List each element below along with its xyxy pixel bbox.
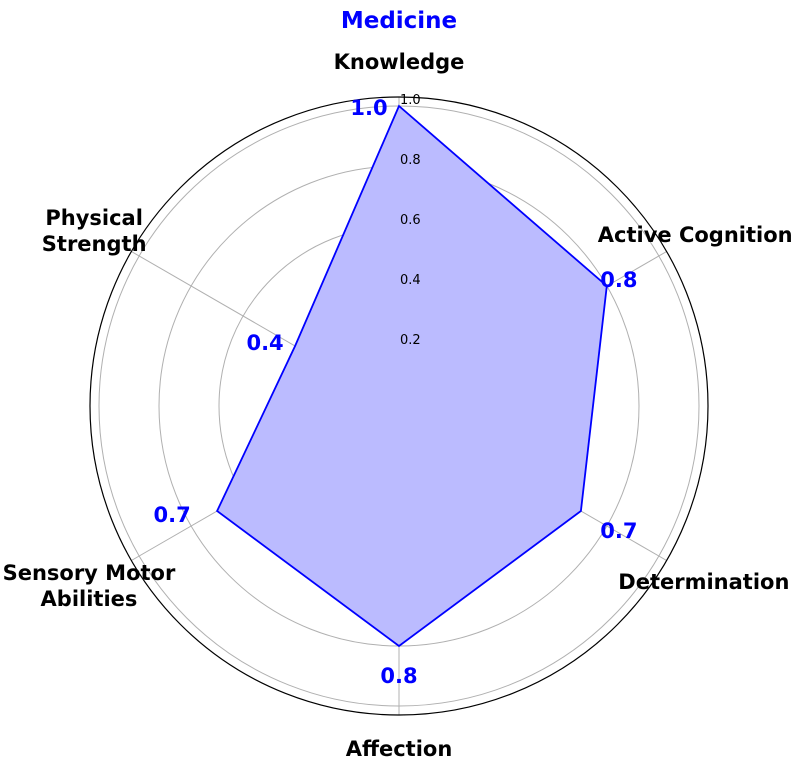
labels: 0.2 0.4 0.6 0.8 1.0 Knowledge Active Cognition… — [3, 50, 793, 761]
chart-title: Medicine — [341, 8, 457, 34]
value-label: 0.8 — [380, 664, 417, 688]
radial-tick-label: 0.2 — [400, 333, 421, 348]
radial-tick-label: 0.8 — [400, 153, 421, 168]
series-fill — [217, 106, 607, 646]
radial-tick-label: 0.6 — [400, 213, 421, 228]
value-label: 0.7 — [600, 519, 637, 543]
value-label: 1.0 — [350, 96, 387, 120]
polar-frame — [89, 96, 709, 716]
category-label: Knowledge — [334, 50, 465, 74]
radial-tick-label: 1.0 — [400, 93, 421, 108]
value-label: 0.7 — [154, 503, 191, 527]
category-label: Affection — [346, 737, 453, 761]
value-label: 0.4 — [246, 331, 283, 355]
category-label: Active Cognition — [598, 223, 793, 247]
category-label: Physical Strength — [42, 206, 147, 256]
category-label: Sensory Motor Abilities — [3, 561, 176, 611]
series-area — [215, 104, 608, 648]
category-label: Determination — [618, 570, 789, 594]
value-label: 0.8 — [600, 268, 637, 292]
radial-tick-label: 0.4 — [400, 273, 421, 288]
